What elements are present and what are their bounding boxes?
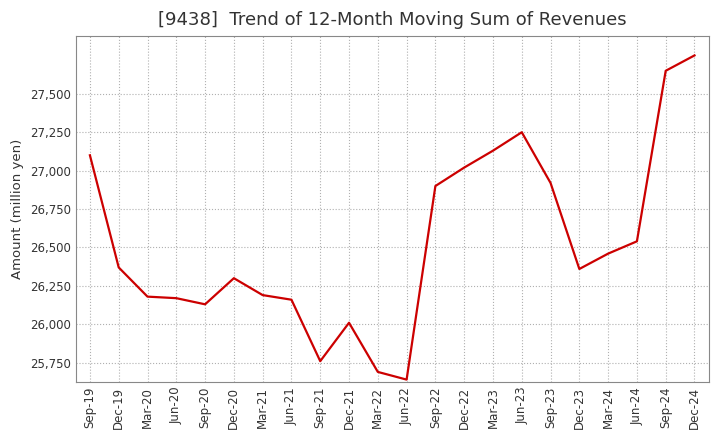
Y-axis label: Amount (million yen): Amount (million yen) — [11, 139, 24, 279]
Title: [9438]  Trend of 12-Month Moving Sum of Revenues: [9438] Trend of 12-Month Moving Sum of R… — [158, 11, 626, 29]
